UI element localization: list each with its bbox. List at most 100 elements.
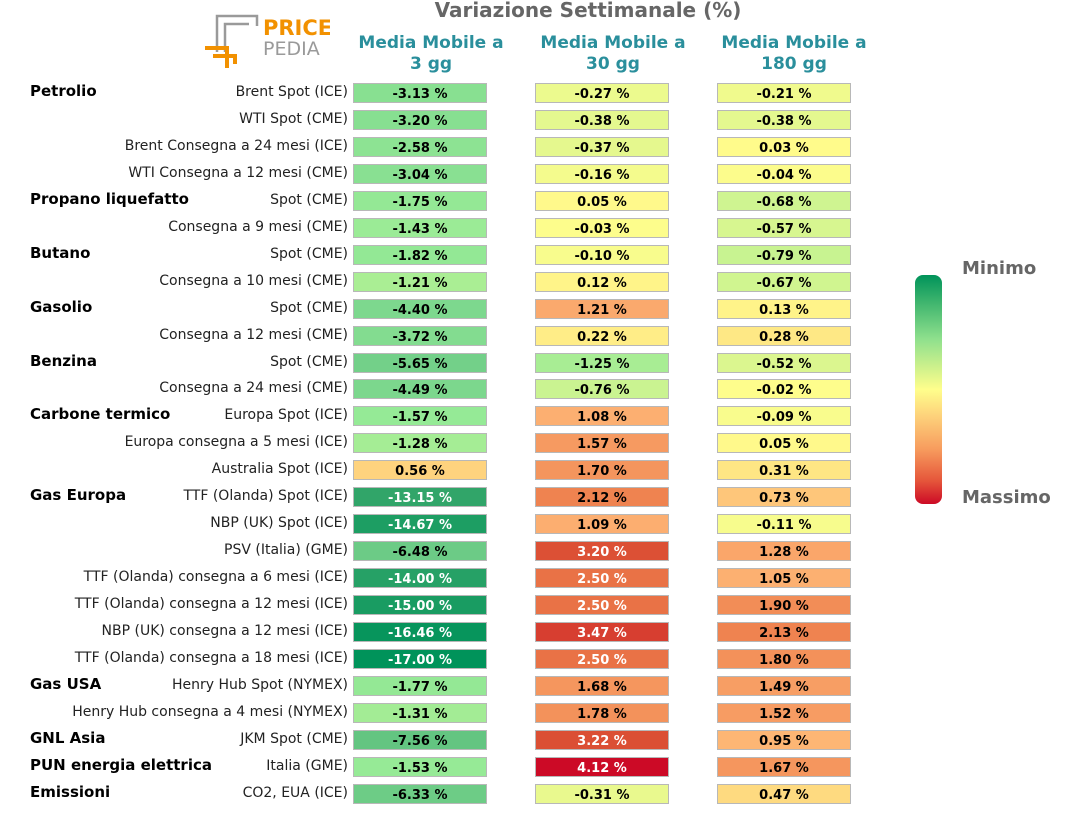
heatmap-cell: -0.03 % [535, 217, 669, 238]
page-title: Variazione Settimanale (%) [434, 0, 742, 22]
group-label: Propano liquefatto [30, 189, 189, 208]
group-label: Emissioni [30, 782, 111, 801]
row-label: Henry Hub Spot (NYMEX) [172, 676, 348, 693]
row-label: Brent Spot (ICE) [235, 84, 348, 100]
heatmap-cell: -0.04 % [717, 163, 851, 184]
row-label: Spot (CME) [270, 191, 348, 208]
heatmap-cell: -3.72 % [353, 325, 487, 346]
heatmap-cell: -4.49 % [353, 379, 487, 400]
row-label: Consegna a 10 mesi (CME) [159, 272, 348, 289]
heatmap-cell: -1.77 % [353, 675, 487, 696]
row-label: Brent Consegna a 24 mesi (ICE) [124, 137, 348, 154]
heatmap-cell: 1.80 % [717, 648, 851, 669]
heatmap-cell: 1.08 % [535, 406, 669, 427]
row-label: Spot (CME) [270, 299, 348, 316]
row-label: TTF (Olanda) consegna a 12 mesi (ICE) [74, 596, 348, 613]
heatmap-cell: 1.57 % [535, 433, 669, 454]
heatmap-cell: -1.28 % [353, 433, 487, 454]
heatmap-cell: -3.04 % [353, 163, 487, 184]
group-label: Gas USA [30, 674, 102, 693]
row-label: Australia Spot (ICE) [211, 461, 348, 478]
heatmap-cell: -0.16 % [535, 163, 669, 184]
heatmap-cell: 3.22 % [535, 729, 669, 750]
heatmap-cell: 1.67 % [717, 756, 851, 777]
heatmap-cell: 1.09 % [535, 514, 669, 535]
heatmap-cell: 4.12 % [535, 756, 669, 777]
row-label: Consegna a 9 mesi (CME) [168, 218, 348, 235]
heatmap-cell: -0.27 % [535, 83, 669, 103]
heatmap-cell: 3.20 % [535, 541, 669, 562]
heatmap-cell: -1.75 % [353, 190, 487, 211]
heatmap-cell: 1.70 % [535, 460, 669, 481]
heatmap-cell: -15.00 % [353, 595, 487, 616]
heatmap-cell: -0.38 % [717, 109, 851, 130]
group-label: Butano [30, 243, 91, 262]
heatmap-cell: 2.50 % [535, 568, 669, 589]
heatmap-cell: 0.95 % [717, 729, 851, 750]
heatmap-cell: 1.78 % [535, 702, 669, 723]
heatmap-cell: -0.37 % [535, 136, 669, 157]
heatmap-cell: -0.38 % [535, 109, 669, 130]
heatmap-cell: -14.67 % [353, 514, 487, 535]
heatmap-cell: 0.47 % [717, 783, 851, 804]
heatmap-cell: -5.65 % [353, 352, 487, 373]
heatmap-cell: 1.68 % [535, 675, 669, 696]
heatmap-cell: -1.31 % [353, 702, 487, 723]
heatmap-cell: 0.03 % [717, 136, 851, 157]
heatmap-cell: 1.28 % [717, 541, 851, 562]
row-label: Consegna a 12 mesi (CME) [159, 326, 348, 343]
heatmap-cell: -1.43 % [353, 217, 487, 238]
row-label: Europa Spot (ICE) [224, 407, 348, 424]
heatmap-cell: -1.25 % [535, 352, 669, 373]
heatmap-cell: 1.52 % [717, 702, 851, 723]
column-header-30gg: Media Mobile a 30 gg [540, 33, 686, 74]
heatmap-cell: -0.10 % [535, 244, 669, 265]
heatmap-cell: 2.12 % [535, 487, 669, 508]
heatmap-cell: -7.56 % [353, 729, 487, 750]
row-label: Consegna a 24 mesi (CME) [159, 380, 348, 397]
column-header-180gg: Media Mobile a 180 gg [721, 33, 867, 74]
row-label: CO2, EUA (ICE) [242, 784, 348, 801]
heatmap-cell: 3.47 % [535, 622, 669, 642]
group-label: Gasolio [30, 297, 93, 316]
logo-word-pedia: PEDIA [263, 38, 320, 60]
group-label: Benzina [30, 351, 97, 370]
group-label: GNL Asia [30, 728, 106, 747]
row-label: NBP (UK) consegna a 12 mesi (ICE) [101, 623, 348, 639]
heatmap-cell: -17.00 % [353, 648, 487, 669]
heatmap-cell: 0.31 % [717, 460, 851, 481]
row-label: WTI Consegna a 12 mesi (CME) [128, 164, 348, 181]
heatmap-cell: -0.31 % [535, 783, 669, 804]
heatmap-cell: -6.48 % [353, 541, 487, 562]
heatmap-cell: 1.90 % [717, 595, 851, 616]
heatmap-cell: 2.13 % [717, 622, 851, 642]
heatmap-cell: 0.56 % [353, 460, 487, 481]
logo-word-price: PRICE [263, 16, 330, 40]
heatmap-cell: 0.73 % [717, 487, 851, 508]
heatmap-cell: -2.58 % [353, 136, 487, 157]
row-label: Henry Hub consegna a 4 mesi (NYMEX) [72, 703, 348, 720]
row-label: WTI Spot (CME) [239, 110, 348, 127]
heatmap-cell: 1.21 % [535, 298, 669, 319]
heatmap-cell: -1.21 % [353, 271, 487, 292]
heatmap-cell: -0.02 % [717, 379, 851, 400]
group-label: PUN energia elettrica [30, 755, 212, 774]
row-label: PSV (Italia) (GME) [224, 542, 348, 559]
color-scale-bar [915, 275, 942, 504]
group-label: Petrolio [30, 82, 97, 100]
heatmap-cell: -0.67 % [717, 271, 851, 292]
heatmap-cell: 0.13 % [717, 298, 851, 319]
row-label: TTF (Olanda) consegna a 18 mesi (ICE) [74, 649, 348, 666]
heatmap-cell: -1.53 % [353, 756, 487, 777]
group-label: Carbone termico [30, 405, 171, 424]
heatmap-cell: -0.76 % [535, 379, 669, 400]
heatmap-cell: 2.50 % [535, 595, 669, 616]
heatmap-cell: 1.49 % [717, 675, 851, 696]
heatmap-cell: -0.68 % [717, 190, 851, 211]
heatmap-cell: -4.40 % [353, 298, 487, 319]
row-label: TTF (Olanda) consegna a 6 mesi (ICE) [83, 569, 348, 586]
heatmap-cell: -16.46 % [353, 622, 487, 642]
heatmap-cell: 0.22 % [535, 325, 669, 346]
heatmap-cell: -1.82 % [353, 244, 487, 265]
